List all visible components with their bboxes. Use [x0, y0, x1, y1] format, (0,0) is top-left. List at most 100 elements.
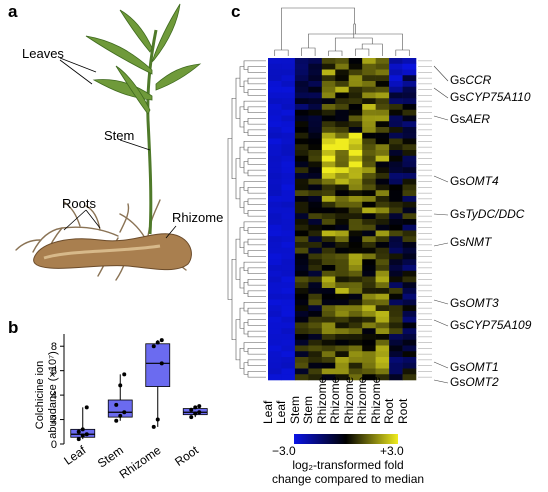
heatmap-cell [321, 282, 336, 289]
heatmap-cell [335, 138, 350, 145]
heatmap-cell [308, 328, 323, 335]
heatmap-cell [294, 288, 309, 295]
heatmap-cell [294, 242, 309, 249]
heatmap-cell [348, 69, 363, 76]
heatmap-cell [308, 190, 323, 197]
heatmap-cell [348, 219, 363, 226]
heatmap-cell [281, 276, 296, 283]
heatmap-cell [294, 161, 309, 168]
heatmap-cell [335, 374, 350, 381]
heatmap-cell [281, 132, 296, 139]
heatmap-cell [389, 178, 403, 185]
heatmap-cell [268, 293, 282, 300]
heatmap-cell [402, 196, 417, 203]
heatmap-cell [375, 92, 390, 99]
heatmap-cell [375, 155, 390, 162]
heatmap-cell [362, 138, 376, 145]
heatmap-cell [375, 339, 390, 346]
heatmap-cell [348, 196, 363, 203]
heatmap-cell [308, 81, 323, 88]
dendrogram-branch [243, 322, 248, 335]
heatmap-cell [335, 270, 350, 277]
heatmap-cell [389, 328, 403, 335]
heatmap-cell [348, 138, 363, 145]
heatmap-cell [321, 316, 336, 323]
gene-prefix: Gs [450, 207, 466, 221]
heatmap-cell [389, 276, 403, 283]
heatmap-cell [389, 104, 403, 111]
heatmap-cell [308, 184, 323, 191]
heatmap-cell [321, 63, 336, 70]
column-label: Stem [287, 395, 302, 424]
heatmap-cell [268, 104, 282, 111]
dendrogram-branch [281, 7, 355, 50]
box-leaf [70, 405, 96, 442]
heatmap-cell [308, 86, 323, 93]
heatmap-cell [321, 305, 336, 312]
dendrogram-branch [247, 89, 266, 96]
heatmap-cell [321, 132, 336, 139]
heatmap-cell [321, 270, 336, 277]
heatmap-cell [294, 282, 309, 289]
heatmap-cell [362, 98, 376, 105]
heatmap-cell [268, 247, 282, 254]
data-point [84, 432, 89, 437]
heatmap-cell [308, 282, 323, 289]
heatmap-cell [389, 293, 403, 300]
heatmap-cell [402, 230, 417, 237]
dendrogram-branch [301, 47, 316, 56]
heatmap-cell [348, 368, 363, 375]
box-iqr [145, 343, 171, 387]
heatmap-cell [348, 236, 363, 243]
heatmap-cell [335, 213, 350, 220]
heatmap-cell [348, 104, 363, 111]
heatmap-cell [321, 127, 336, 134]
heatmap-cell [362, 132, 376, 139]
heatmap-cell [389, 299, 403, 306]
scale-min-label: −3.0 [272, 444, 296, 458]
heatmap-cell [348, 357, 363, 364]
heatmap-cell [402, 236, 417, 243]
heatmap-cell [294, 115, 309, 122]
column-label: Rhizome [368, 376, 383, 424]
heatmap-cell [335, 362, 350, 369]
heatmap-cell [268, 236, 282, 243]
heatmap-cell [362, 270, 376, 277]
heatmap-cell [281, 316, 296, 323]
roots-pointer [63, 209, 87, 231]
dendrogram-branch [247, 146, 266, 154]
heatmap-cell [294, 69, 309, 76]
gene-label: GsCYP75A109 [450, 318, 531, 332]
data-point [114, 418, 119, 423]
data-point [118, 413, 123, 418]
gene-name: TyDC/DDC [465, 207, 525, 221]
heatmap-cell [281, 224, 296, 231]
heatmap-cell [294, 230, 309, 237]
heatmap-cell [321, 219, 336, 226]
heatmap-cell [268, 207, 282, 214]
heatmap-cell [335, 328, 350, 335]
heatmap-cell [348, 305, 363, 312]
heatmap-cell [268, 368, 282, 375]
heatmap-cell [335, 109, 350, 116]
heatmap-cell [268, 132, 282, 139]
heatmap-cell [375, 357, 390, 364]
heatmap-cell [402, 109, 417, 116]
data-point [122, 372, 127, 377]
dendrogram-branch [247, 319, 266, 326]
dendrogram-branch [235, 158, 240, 200]
heatmap-cell [281, 138, 296, 145]
heatmap-cell [308, 339, 323, 346]
heatmap-cell [294, 219, 309, 226]
heatmap-cell [362, 201, 376, 208]
heatmap-cell [281, 109, 296, 116]
heatmap-cell [362, 150, 376, 157]
heatmap-cell [389, 351, 403, 358]
heatmap-cell [375, 305, 390, 312]
heatmap-cell [308, 173, 323, 180]
column-label: Root [382, 398, 397, 424]
heatmap-cell [281, 92, 296, 99]
heatmap-cell [281, 184, 296, 191]
dendrogram-branch [243, 80, 248, 93]
heatmap-cell [294, 311, 309, 318]
